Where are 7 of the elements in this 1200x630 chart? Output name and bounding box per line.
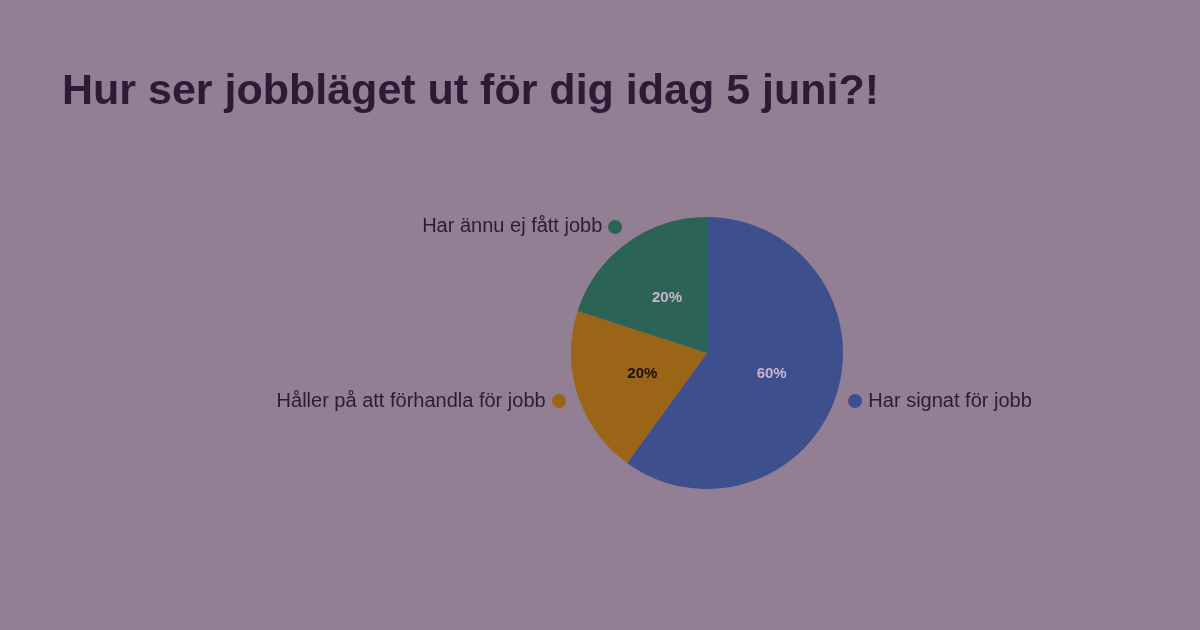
slice-label: Har signat för jobb [868,388,1032,411]
legend-label: Har ännu ej fått jobb [422,214,603,237]
data-label: 20% [627,364,658,382]
data-label: 60% [756,364,787,382]
chart-title: Hur ser jobbläget ut för dig idag 5 juni?! [62,65,879,114]
legend-label: Håller på att förhandla för jobb [276,388,546,411]
data-label: 20% [652,288,683,306]
